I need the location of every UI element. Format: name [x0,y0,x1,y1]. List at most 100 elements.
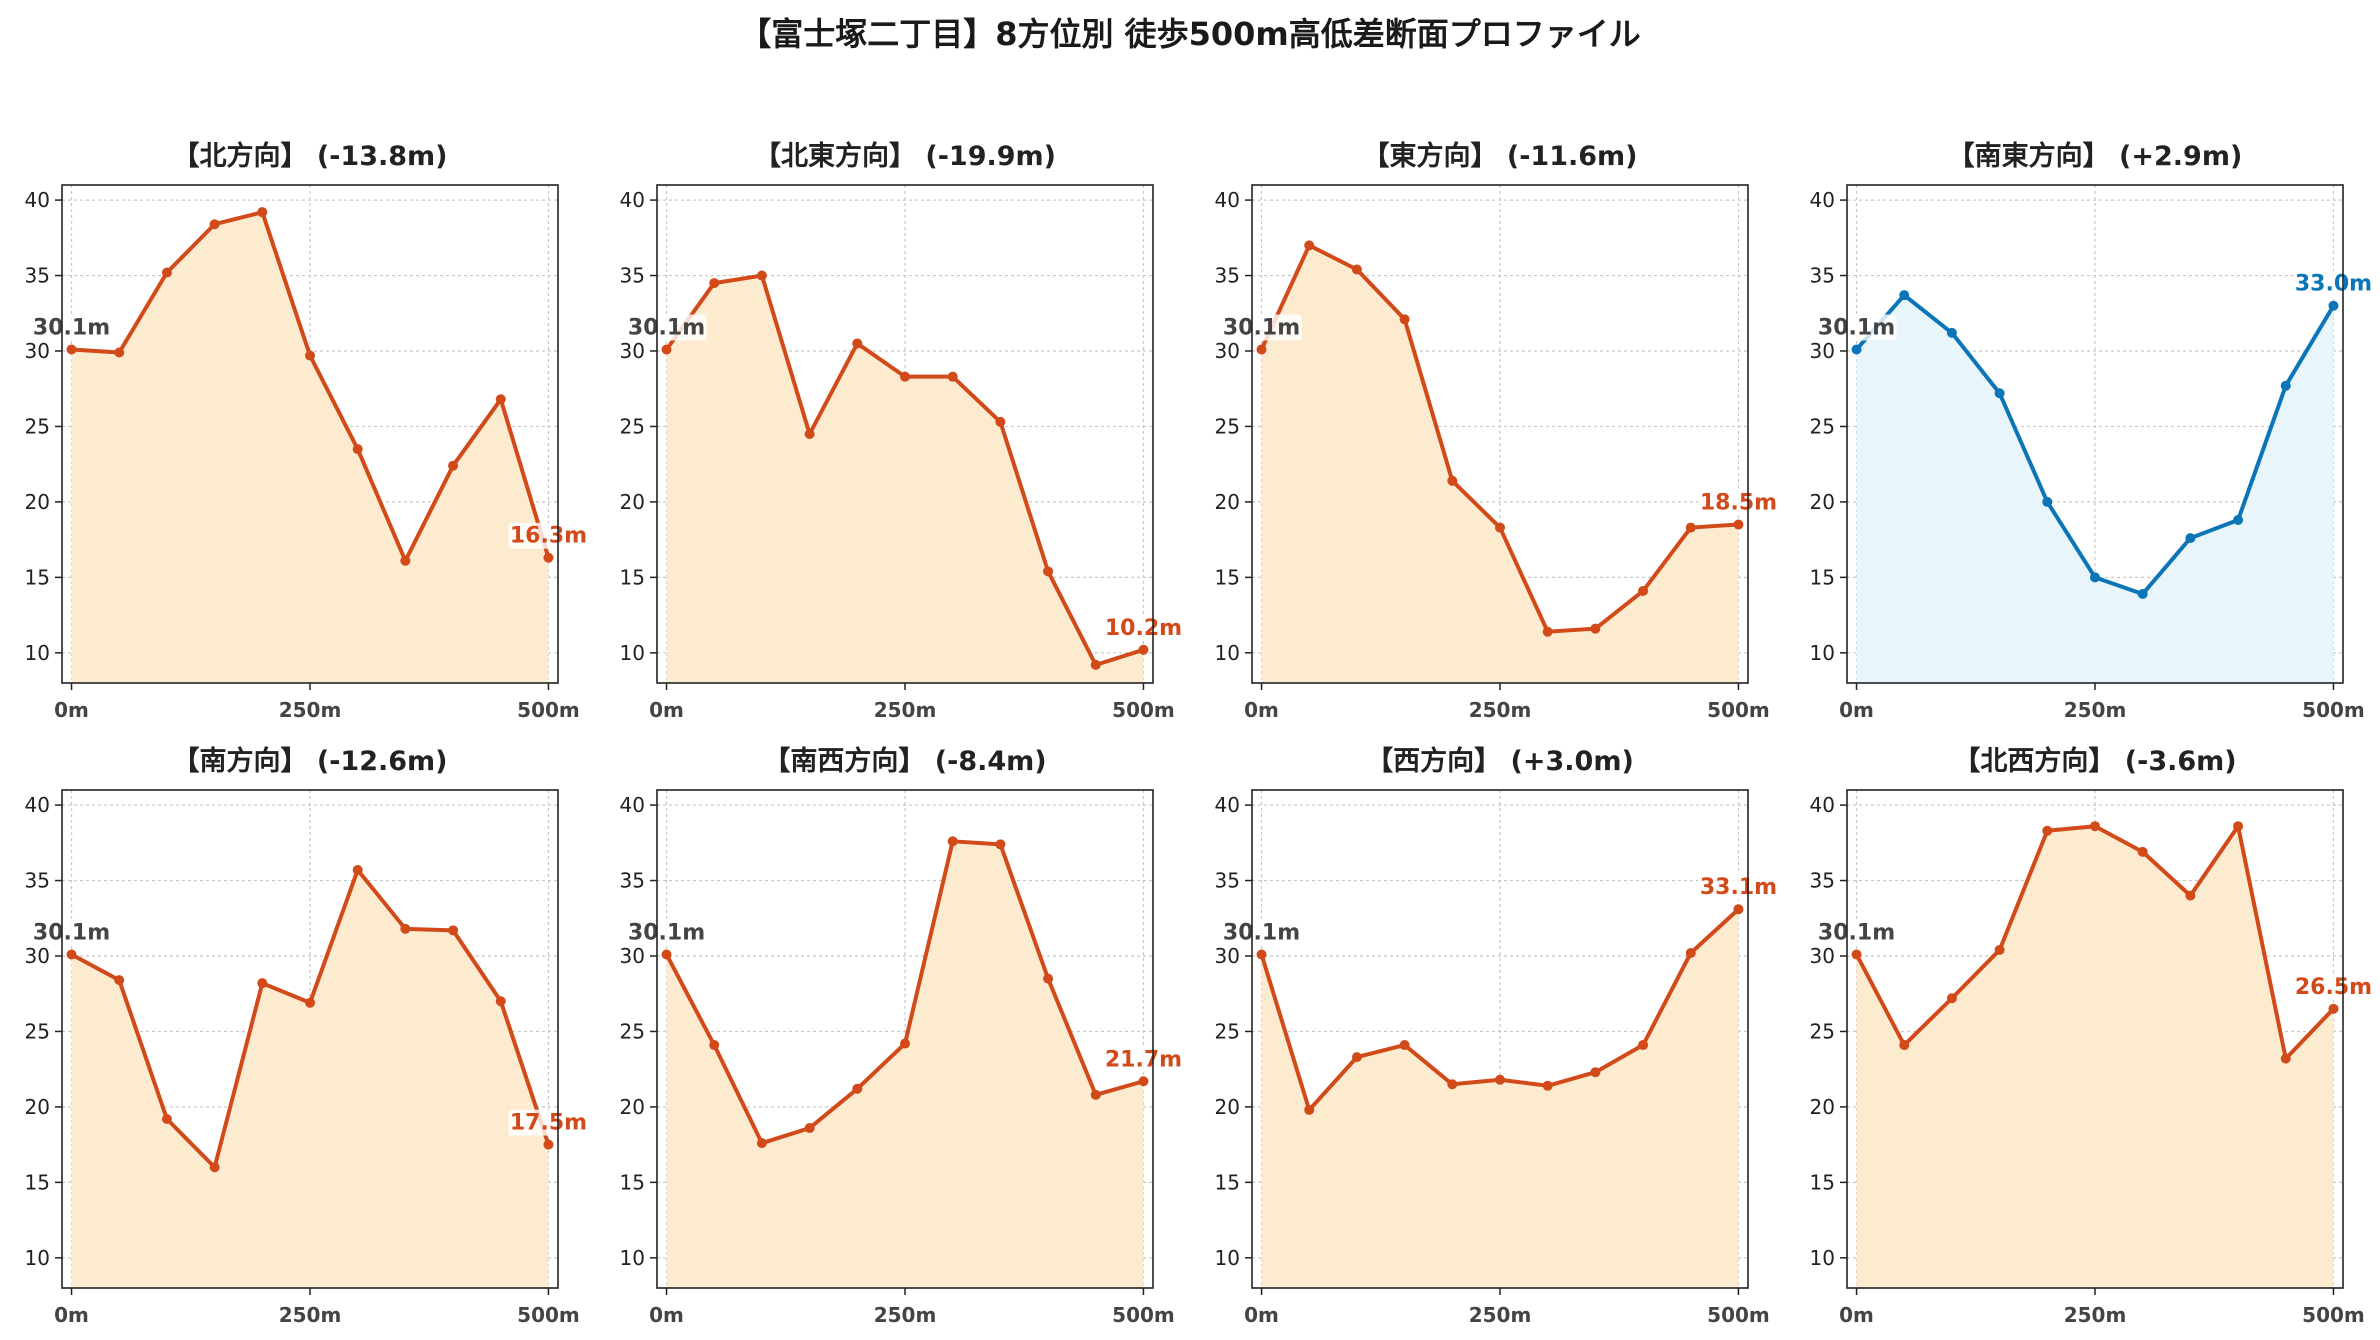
y-tick-label: 10 [620,1246,645,1270]
data-point [2090,821,2100,832]
x-tick-label: 250m [874,698,937,722]
data-point [1495,1074,1505,1085]
x-tick-label: 0m [54,698,89,722]
x-tick-label: 250m [1469,1303,1532,1327]
data-point [995,416,1006,427]
y-tick-label: 25 [1810,414,1835,438]
data-point [1138,1076,1149,1087]
chart-panel: 【北西方向】 (-3.6m) 10 15 20 25 30 35 40 0m 250m 500m 30… [1810,745,2374,1327]
x-tick-label: 500m [1707,1303,1770,1327]
y-tick-label: 25 [25,1019,50,1043]
data-point [1351,264,1362,275]
x-tick-label: 0m [649,1303,684,1327]
data-point [543,1139,554,1150]
y-tick-label: 25 [620,414,645,438]
x-tick-label: 500m [517,1303,580,1327]
elevation-area [71,212,549,683]
figure-title: 【富士塚二丁目】8方位別 徒歩500m高低差断面プロファイル [739,15,1641,53]
y-tick-label: 20 [620,1095,645,1119]
start-label: 30.1m [1223,315,1300,340]
x-tick-label: 250m [279,698,342,722]
data-point [995,839,1006,850]
data-point [756,270,767,281]
data-point [66,949,77,960]
end-label-box [1103,1046,1184,1073]
data-point [2137,846,2148,857]
data-point [1304,1104,1315,1115]
data-point [1638,585,1649,596]
start-label: 30.1m [1818,315,1895,340]
axis-frame [61,184,559,684]
data-point [352,864,363,875]
end-label-box [1698,874,1779,901]
end-label: 26.5m [2295,975,2372,1000]
y-tick-label: 30 [620,944,645,968]
y-tick-label: 10 [1810,1246,1835,1270]
data-point [661,344,672,355]
x-tick-label: 500m [1112,698,1175,722]
data-point [947,371,958,382]
data-point [1733,904,1744,915]
x-tick-label: 500m [2302,1303,2365,1327]
x-tick-label: 500m [2302,698,2365,722]
panel-title: 【北方向】 (-13.8m) [172,140,447,172]
y-tick-label: 20 [25,490,50,514]
data-point [2280,380,2291,391]
data-point [2280,1053,2291,1064]
x-tick-label: 250m [279,1303,342,1327]
data-point [1447,1079,1458,1090]
chart-panel: 【北方向】 (-13.8m) 10 15 20 25 30 35 40 0m 250m 500m 30… [25,140,589,722]
data-point [400,555,411,566]
end-label: 17.5m [510,1111,587,1136]
data-point [161,1113,172,1124]
y-tick-label: 40 [620,793,645,817]
y-tick-label: 40 [1215,188,1240,212]
data-point [2233,821,2244,832]
data-point [1090,1089,1101,1100]
chart-panel: 【西方向】 (+3.0m) 10 15 20 25 30 35 40 0m 250m 500m 30.… [1215,745,1779,1327]
y-tick-label: 40 [1810,188,1835,212]
x-tick-label: 0m [1244,698,1279,722]
end-label: 16.3m [510,524,587,549]
data-point [1899,290,1910,301]
data-point [1685,947,1696,958]
y-tick-label: 15 [25,1170,50,1194]
y-tick-label: 15 [620,565,645,589]
data-point [209,1162,220,1173]
axis-frame [1251,184,1749,684]
data-point [495,996,506,1007]
data-point [400,923,411,934]
panel-title: 【西方向】 (+3.0m) [1366,745,1634,777]
data-point [709,1040,720,1051]
y-tick-label: 20 [1810,490,1835,514]
axis-frame [1846,789,2344,1289]
data-point [1256,344,1267,355]
y-tick-label: 35 [620,264,645,288]
data-point [1043,973,1054,984]
data-point [2042,496,2053,507]
y-tick-label: 25 [1215,414,1240,438]
data-point [1399,1040,1410,1051]
data-point [448,925,459,936]
panel-title: 【南西方向】 (-8.4m) [763,745,1046,777]
data-point [1304,240,1315,251]
data-point [1043,566,1054,577]
y-tick-label: 35 [25,264,50,288]
y-tick-label: 30 [25,339,50,363]
axis-frame [656,789,1154,1289]
data-point [543,552,554,563]
y-tick-label: 35 [25,869,50,893]
x-tick-label: 500m [1707,698,1770,722]
y-tick-label: 35 [1810,869,1835,893]
data-point [1447,475,1458,486]
y-tick-label: 30 [1810,339,1835,363]
start-label-box [626,314,707,341]
y-tick-label: 10 [1215,641,1240,665]
y-tick-label: 10 [25,641,50,665]
start-label: 30.1m [628,315,705,340]
data-point [2137,588,2148,599]
x-tick-label: 0m [54,1303,89,1327]
data-point [2185,533,2196,544]
y-tick-label: 15 [1215,1170,1240,1194]
